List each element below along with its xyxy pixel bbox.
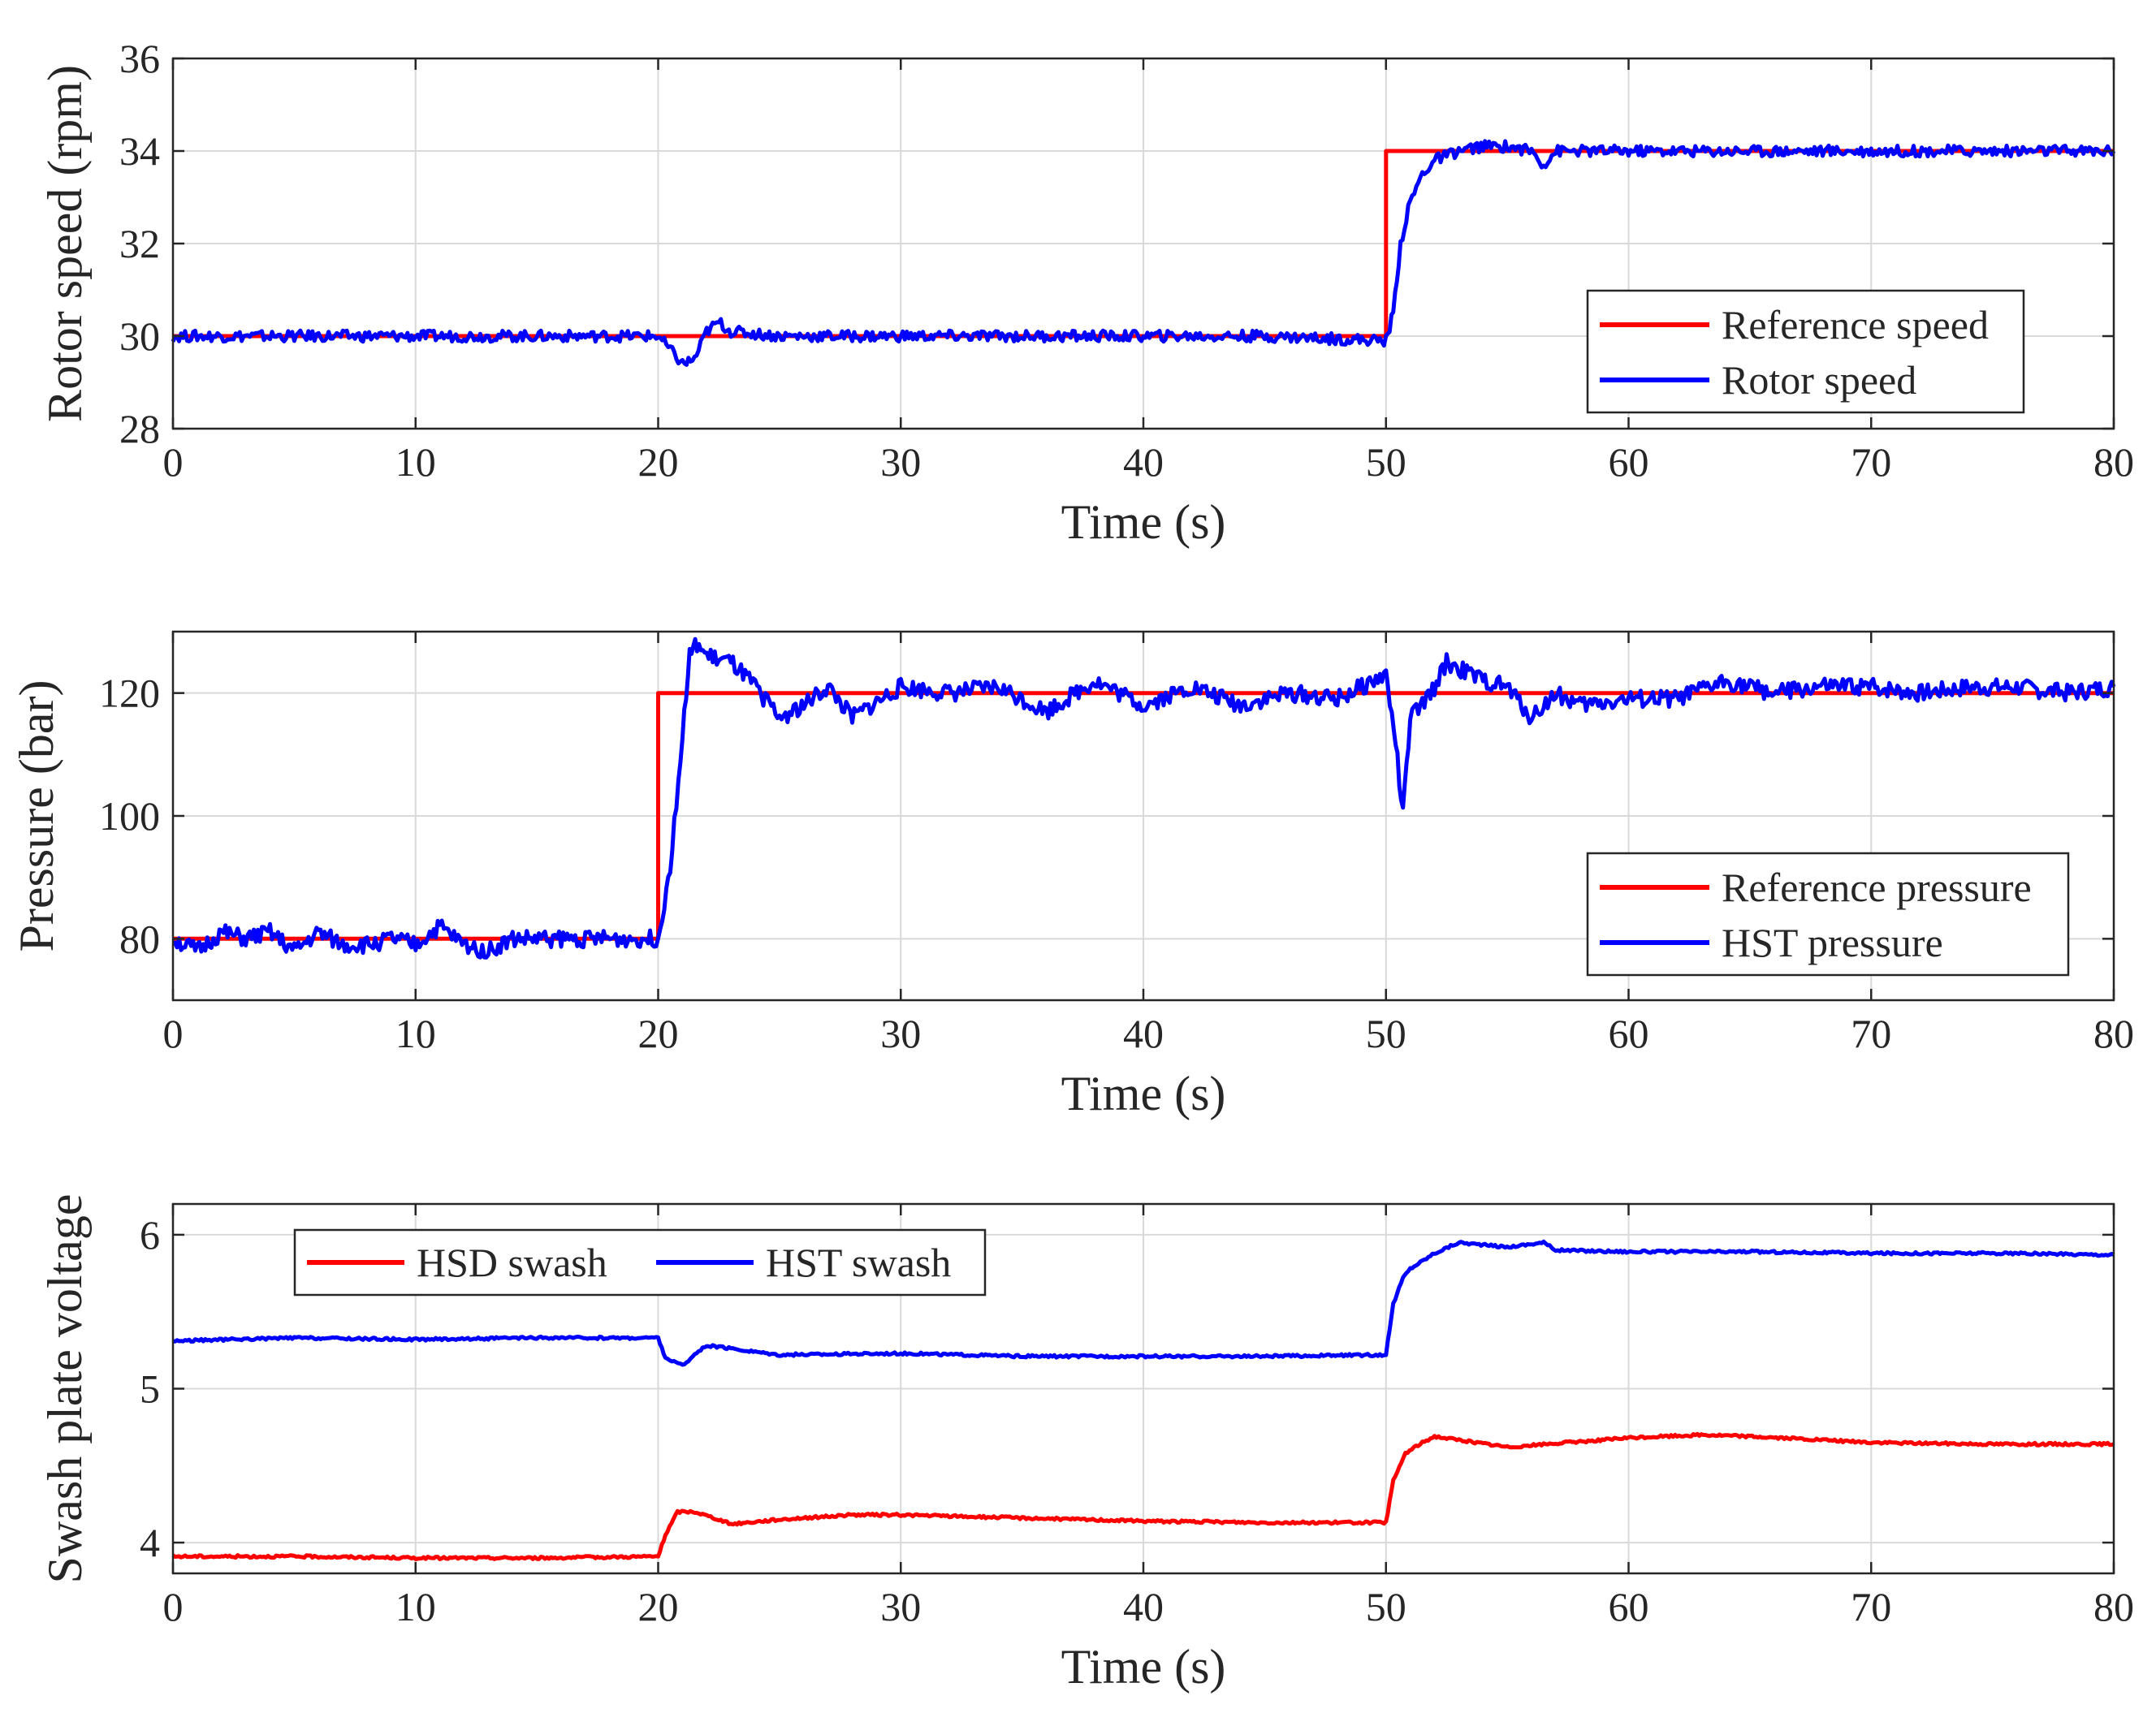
pressure-series: [172, 636, 2116, 960]
pressure-x-tick-label: 10: [395, 1011, 436, 1056]
rotor-speed-y-tick-label: 34: [119, 128, 160, 174]
pressure-x-tick-label: 20: [638, 1011, 679, 1056]
swash-plate-x-tick-label: 40: [1123, 1584, 1164, 1629]
pressure-y-tick-label: 120: [99, 671, 160, 716]
swash-plate-x-axis-label: Time (s): [1061, 1640, 1226, 1694]
legend-label-rotor-speed: Rotor speed: [1722, 357, 1916, 403]
rotor-speed-x-tick-label: 10: [395, 439, 436, 485]
rotor-speed-y-tick-label: 32: [119, 221, 160, 266]
series-line-hst-swash: [172, 1239, 2115, 1367]
swash-plate-legend-box: [293, 1228, 987, 1297]
pressure-legend-box: [1586, 852, 2070, 977]
pressure-x-tick-label: 50: [1366, 1011, 1406, 1056]
rotor-speed-x-tick-label: 50: [1366, 439, 1406, 485]
rotor-speed-panel: 0 10 20 30 40 50 60 70 80 28 30 32 34 36 Time (s) Rot…: [38, 36, 2134, 549]
swash-plate-y-tick-label: 6: [140, 1212, 160, 1258]
swash-plate-legend: HSD swash HST swash: [293, 1228, 987, 1297]
pressure-y-tick-label: 80: [119, 916, 160, 961]
swash-plate-x-tick-label: 10: [395, 1584, 436, 1629]
rotor-speed-ticks: 0 10 20 30 40 50 60 70 80 28 30 32 34 36: [119, 36, 2134, 485]
rotor-speed-y-tick-label: 30: [119, 313, 160, 359]
pressure-x-tick-label: 80: [2093, 1011, 2134, 1056]
swash-plate-y-tick-label: 5: [140, 1366, 160, 1412]
pressure-x-tick-label: 0: [163, 1011, 184, 1056]
series-line-rotor-speed: [171, 139, 2116, 367]
rotor-speed-x-tick-label: 80: [2093, 439, 2134, 485]
rotor-speed-legend: Reference speed Rotor speed: [1586, 289, 2025, 414]
rotor-speed-y-tick-label: 36: [119, 36, 160, 81]
rotor-speed-x-tick-label: 20: [638, 439, 679, 485]
rotor-speed-x-tick-label: 70: [1851, 439, 1891, 485]
pressure-x-tick-label: 30: [880, 1011, 921, 1056]
swash-plate-x-tick-label: 70: [1851, 1584, 1891, 1629]
rotor-speed-y-tick-label: 28: [119, 406, 160, 451]
swash-plate-x-tick-label: 0: [163, 1584, 184, 1629]
legend-label-reference-speed: Reference speed: [1722, 302, 1989, 347]
swash-plate-panel: 0 10 20 30 40 50 60 70 80 4 5 6 Time (s) Swash plat…: [38, 1194, 2134, 1694]
rotor-speed-x-axis-label: Time (s): [1061, 495, 1226, 549]
pressure-panel: 0 10 20 30 40 50 60 70 80 80 100 120 Time (s) Press…: [10, 630, 2134, 1120]
swash-plate-y-tick-label: 4: [140, 1520, 160, 1565]
pressure-x-tick-label: 40: [1123, 1011, 1164, 1056]
pressure-y-axis-label: Pressure (bar): [10, 680, 63, 952]
swash-plate-y-axis-label: Swash plate voltage: [38, 1194, 92, 1584]
pressure-ticks: 0 10 20 30 40 50 60 70 80 80 100 120: [99, 632, 2134, 1056]
swash-plate-x-tick-label: 50: [1366, 1584, 1406, 1629]
swash-plate-x-tick-label: 80: [2093, 1584, 2134, 1629]
rotor-speed-y-axis-label: Rotor speed (rpm): [38, 65, 92, 422]
pressure-x-axis-label: Time (s): [1061, 1067, 1226, 1120]
legend-label-hst-pressure: HST pressure: [1722, 920, 1943, 965]
rotor-speed-x-tick-label: 60: [1609, 439, 1649, 485]
legend-label-hst-swash: HST swash: [766, 1240, 951, 1285]
rotor-speed-series: [171, 139, 2116, 367]
rotor-speed-legend-box: [1586, 289, 2025, 414]
rotor-speed-x-tick-label: 30: [880, 439, 921, 485]
swash-plate-ticks: 0 10 20 30 40 50 60 70 80 4 5 6: [140, 1204, 2134, 1629]
rotor-speed-x-tick-label: 40: [1123, 439, 1164, 485]
legend-label-hsd-swash: HSD swash: [417, 1240, 607, 1285]
legend-label-reference-pressure: Reference pressure: [1722, 865, 2032, 910]
series-line-hst-pressure: [172, 636, 2116, 960]
pressure-y-tick-label: 100: [99, 793, 160, 839]
rotor-speed-x-tick-label: 0: [163, 439, 184, 485]
swash-plate-x-tick-label: 30: [880, 1584, 921, 1629]
swash-plate-x-tick-label: 20: [638, 1584, 679, 1629]
pressure-x-tick-label: 60: [1609, 1011, 1649, 1056]
swash-plate-x-tick-label: 60: [1609, 1584, 1649, 1629]
series-line-hsd-swash: [171, 1431, 2115, 1561]
swash-plate-series: [171, 1239, 2115, 1561]
pressure-legend: Reference pressure HST pressure: [1586, 852, 2070, 977]
pressure-x-tick-label: 70: [1851, 1011, 1891, 1056]
